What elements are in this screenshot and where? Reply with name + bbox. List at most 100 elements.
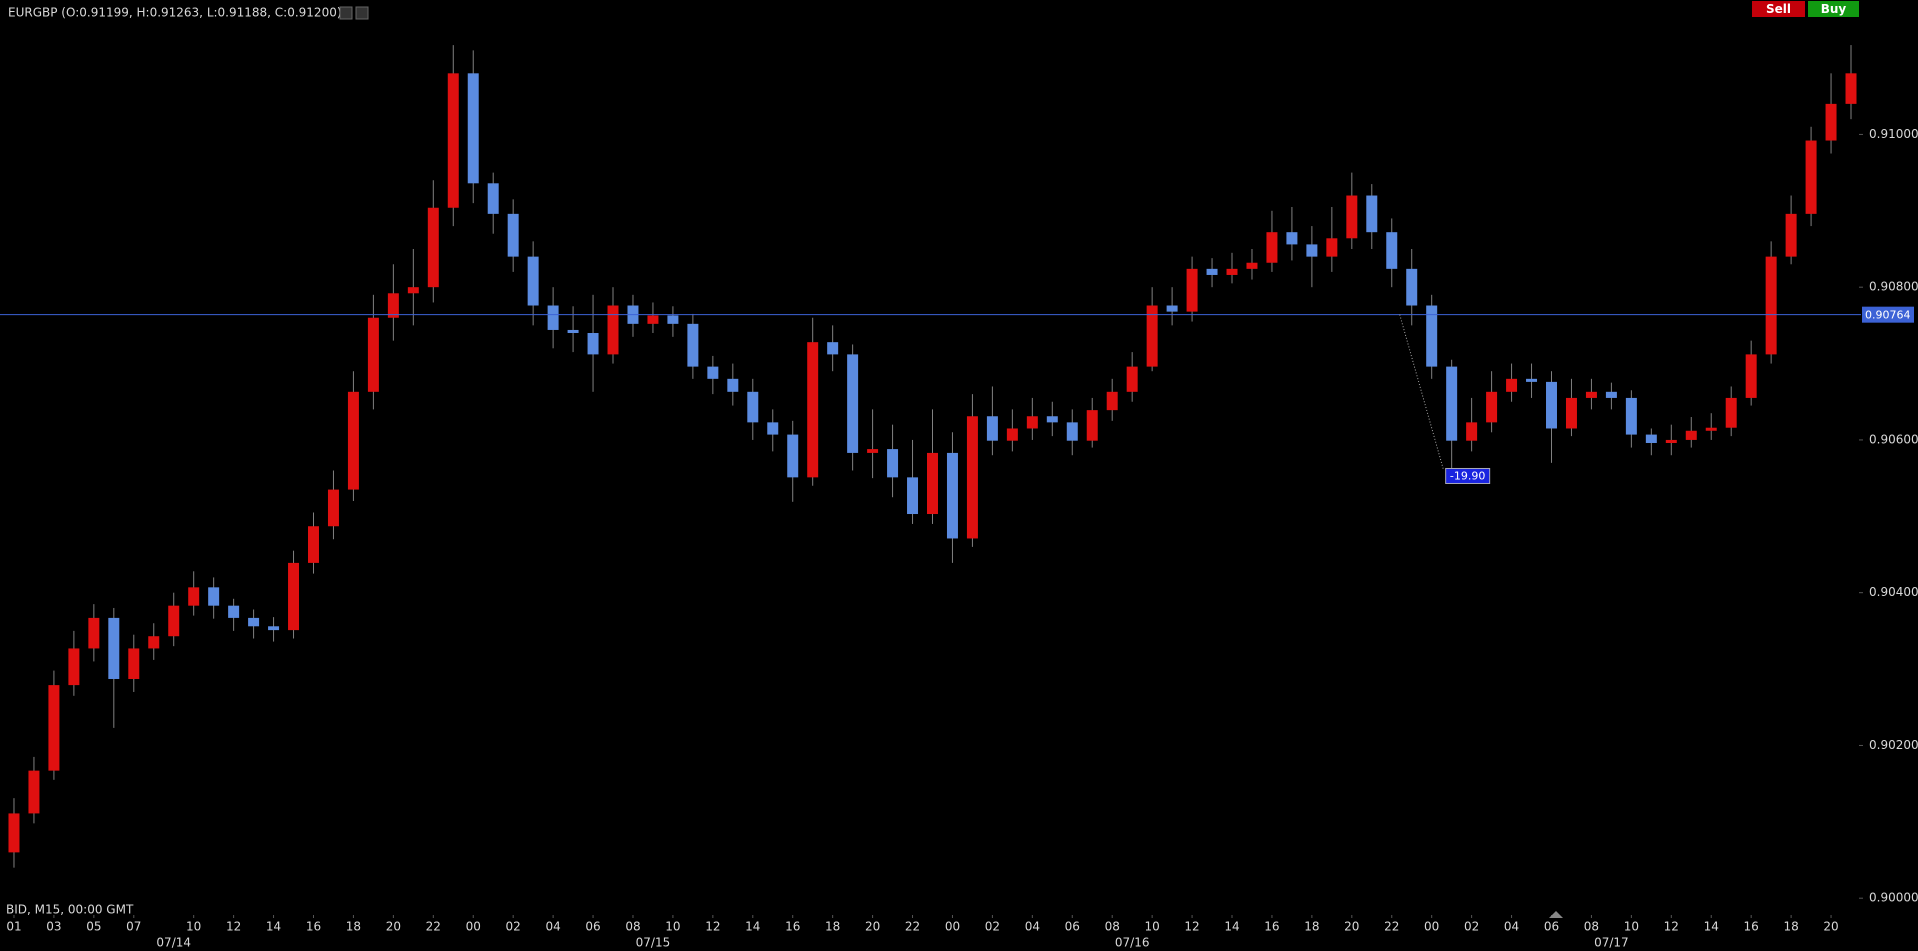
x-tick-label: 12 (226, 920, 241, 934)
candle-body (1745, 354, 1757, 398)
x-tick-label: 00 (945, 920, 960, 934)
candle-body (827, 342, 839, 355)
candle-body (1825, 103, 1837, 141)
candle-body (1086, 410, 1098, 441)
candle-body (228, 605, 240, 618)
x-tick-label: 22 (1384, 920, 1399, 934)
candle-body (248, 617, 260, 627)
footer: BID, M15, 00:00 GMT (6, 903, 134, 917)
x-tick-label: 10 (186, 920, 201, 934)
x-tick-label: 14 (1704, 920, 1719, 934)
x-tick-label: 05 (86, 920, 101, 934)
x-tick-label: 03 (46, 920, 61, 934)
candle-body (1126, 366, 1138, 392)
candle-body (1006, 428, 1018, 441)
x-tick-label: 08 (1105, 920, 1120, 934)
candle-body (387, 293, 399, 318)
x-tick-label: 06 (1544, 920, 1559, 934)
candle-body (447, 73, 459, 208)
x-tick-label: 16 (1744, 920, 1759, 934)
candle-body (8, 813, 20, 853)
candle-body (1625, 397, 1637, 435)
x-tick-label: 02 (1464, 920, 1479, 934)
candle-body (946, 452, 958, 539)
candle-body (1665, 439, 1677, 443)
candle-body (1166, 305, 1178, 312)
candle-body (787, 434, 799, 478)
candle-body (467, 73, 479, 184)
x-tick-label: 12 (705, 920, 720, 934)
candle-body (367, 317, 379, 392)
x-tick-label: 18 (1304, 920, 1319, 934)
time-marker (1549, 911, 1563, 918)
x-tick-label: 14 (1224, 920, 1239, 934)
candle-body (1466, 422, 1478, 441)
candle-body (867, 449, 879, 453)
title-icon[interactable] (339, 6, 353, 20)
candle-body (427, 207, 439, 288)
candle-body (48, 685, 60, 771)
candle-body (1725, 397, 1737, 428)
date-label: 07/16 (1115, 936, 1150, 950)
candle-body (527, 256, 539, 306)
candle-body (807, 342, 819, 478)
x-tick-label: 20 (1823, 920, 1838, 934)
x-tick-label: 12 (1184, 920, 1199, 934)
candle-body (1026, 416, 1038, 429)
x-tick-label: 22 (905, 920, 920, 934)
candle-body (108, 617, 120, 679)
candle-body (1306, 244, 1318, 257)
title-icon[interactable] (355, 6, 369, 20)
candle-body (268, 626, 280, 631)
y-tick-label: 0.91000 (1869, 127, 1918, 141)
candle-body (1326, 238, 1338, 257)
x-tick-label: 16 (785, 920, 800, 934)
x-tick-label: 22 (426, 920, 441, 934)
buy-button[interactable]: Buy (1808, 1, 1859, 17)
candle-body (28, 770, 40, 814)
measure-label: -19.90 (1450, 469, 1485, 482)
candle-body (707, 366, 719, 379)
candle-body (1565, 397, 1577, 429)
candle-body (1146, 305, 1158, 367)
candle-body (727, 378, 739, 392)
candle-body (1685, 430, 1697, 440)
x-tick-label: 18 (825, 920, 840, 934)
candle-body (1765, 256, 1777, 355)
candle-body (288, 562, 300, 631)
candle-body (747, 391, 759, 423)
candle-body (1346, 195, 1358, 239)
x-tick-label: 14 (266, 920, 281, 934)
candle-body (1446, 366, 1458, 441)
candle-body (1106, 391, 1118, 411)
candle-body (847, 354, 859, 453)
x-tick-label: 00 (1424, 920, 1439, 934)
candle-body (647, 315, 659, 324)
candle-body (966, 416, 978, 539)
candle-body (1406, 268, 1418, 306)
x-tick-label: 04 (545, 920, 560, 934)
candle-body (1226, 268, 1238, 275)
candle-body (887, 449, 899, 478)
candle-body (1386, 232, 1398, 269)
y-tick-label: 0.90800 (1869, 280, 1918, 294)
x-tick-label: 20 (1344, 920, 1359, 934)
candle-body (88, 617, 100, 649)
candle-body (1546, 381, 1557, 429)
candle-body (1785, 213, 1797, 257)
candle-body (1645, 434, 1657, 443)
candle-body (1266, 232, 1278, 263)
candle-body (1046, 416, 1058, 423)
sell-button[interactable]: Sell (1752, 1, 1805, 17)
candle-body (407, 287, 419, 294)
candle-body (1066, 422, 1078, 441)
candle-body (68, 648, 80, 686)
date-label: 07/15 (636, 936, 671, 950)
candle-body (547, 305, 559, 330)
x-tick-label: 08 (625, 920, 640, 934)
candle-body (168, 605, 180, 637)
candle-body (907, 477, 919, 515)
candle-body (188, 587, 200, 606)
y-tick-label: 0.90000 (1869, 891, 1918, 905)
